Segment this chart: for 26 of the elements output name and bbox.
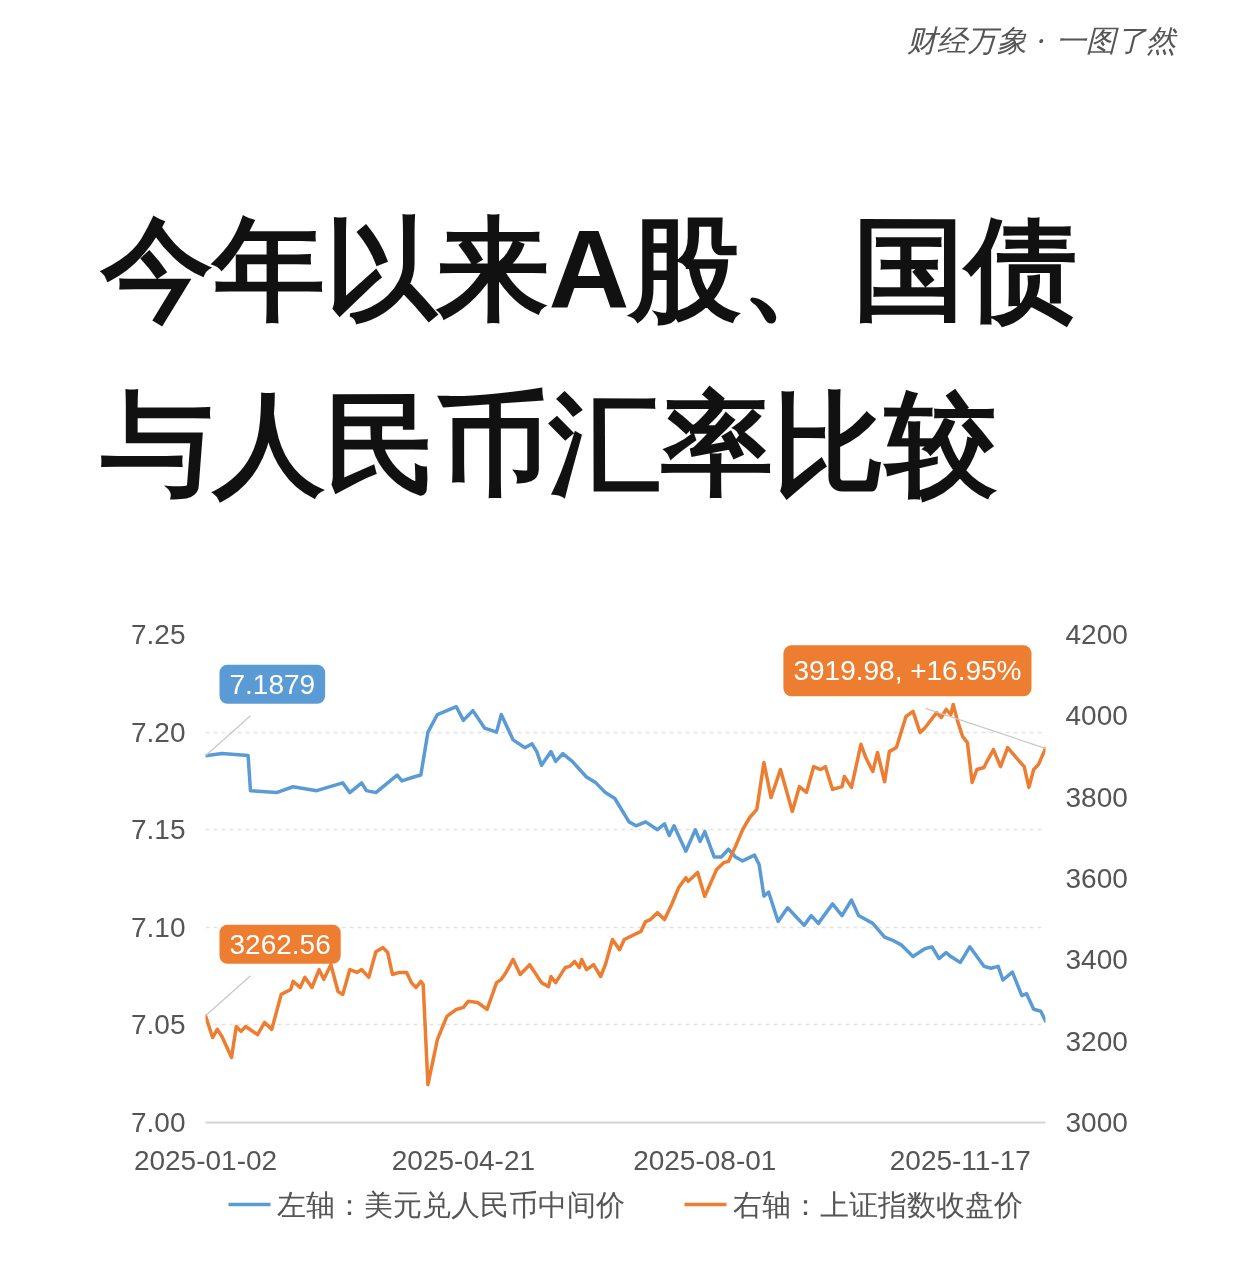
y-tick-label: 7.10 bbox=[131, 911, 186, 943]
legend-label: 右轴：上证指数收盘价 bbox=[732, 1188, 1023, 1221]
y2-tick-label: 3600 bbox=[1065, 863, 1128, 894]
y-tick-label: 7.05 bbox=[131, 1009, 186, 1041]
x-tick-label: 2025-08-01 bbox=[633, 1144, 777, 1176]
y2-tick-label: 3400 bbox=[1065, 944, 1128, 976]
x-tick-label: 2025-01-02 bbox=[133, 1144, 278, 1176]
line-series bbox=[205, 704, 1046, 1023]
y-tick-label: 7.25 bbox=[131, 619, 186, 650]
y2-tick-label: 4000 bbox=[1065, 700, 1128, 732]
x-tick-label: 2025-11-17 bbox=[889, 1144, 1031, 1176]
y-tick-label: 7.00 bbox=[131, 1107, 186, 1138]
data-label: 3262.56 bbox=[229, 928, 331, 960]
y-tick-label: 7.20 bbox=[131, 716, 186, 748]
line-series bbox=[205, 702, 1046, 1087]
y2-tick-label: 3000 bbox=[1065, 1107, 1128, 1138]
chart-title: 今年以来A股、国债与人民币汇率比较 bbox=[98, 207, 1078, 507]
x-tick-label: 2025-04-21 bbox=[391, 1144, 536, 1176]
text: 财经万象 · 一图了然 bbox=[906, 22, 1178, 58]
legend-label: 左轴：美元兑人民币中间价 bbox=[276, 1188, 625, 1221]
y2-tick-label: 4200 bbox=[1065, 619, 1128, 650]
y2-tick-label: 3200 bbox=[1065, 1025, 1128, 1057]
y2-tick-label: 3800 bbox=[1065, 781, 1128, 813]
data-label: 7.1879 bbox=[229, 668, 316, 700]
data-label: 3919.98, +16.95% bbox=[793, 655, 1022, 687]
y-tick-label: 7.15 bbox=[131, 814, 186, 846]
